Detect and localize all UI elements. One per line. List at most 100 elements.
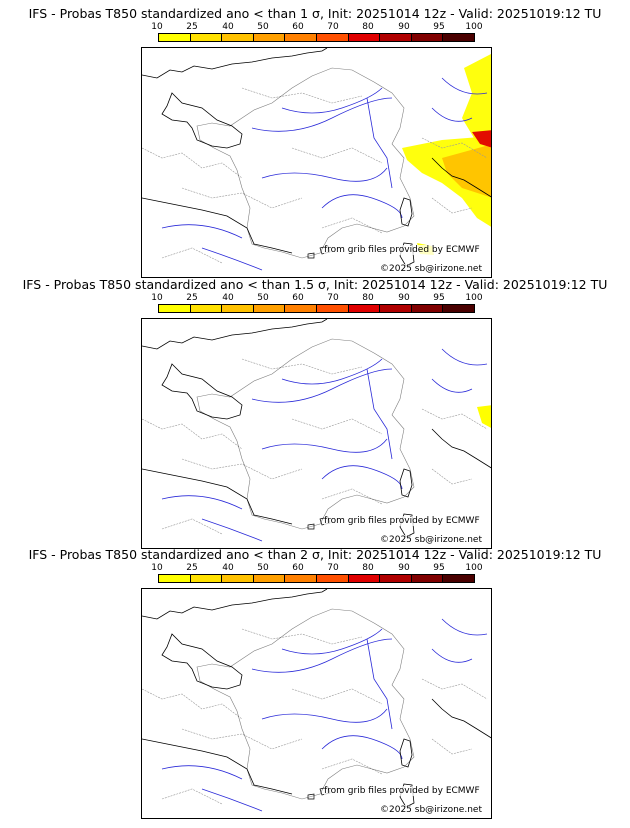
scale-tick: 60 (292, 293, 304, 303)
probability-area (462, 54, 491, 148)
island-outline (307, 793, 315, 800)
probability-area (442, 144, 491, 198)
coastline (142, 48, 328, 79)
scale-swatch (190, 34, 223, 41)
river (321, 735, 403, 760)
copyright-credit: ©2025 sb@irizone.net (380, 535, 482, 545)
coastline (431, 157, 491, 198)
scale-swatch (253, 305, 286, 312)
river (281, 358, 383, 385)
scale-tick: 70 (327, 293, 339, 303)
coastline (142, 738, 293, 795)
scale-swatch (380, 34, 412, 41)
source-credit: from grib files provided by ECMWF (324, 516, 480, 526)
admin-border (421, 678, 488, 700)
island-outline (307, 252, 315, 259)
scale-swatch (380, 305, 412, 312)
coastline (142, 468, 293, 525)
river (321, 465, 403, 490)
river (366, 638, 393, 730)
map-canvas (142, 319, 491, 542)
scale-tick: 95 (433, 22, 445, 32)
coastline (142, 589, 328, 620)
scale-tick: 100 (465, 293, 483, 303)
color-scale-labels: 10 25 40 50 60 70 80 90 95 100 (140, 563, 492, 573)
panel-title: IFS - Probas T850 standardized ano < tha… (28, 547, 602, 562)
scale-swatch (411, 575, 444, 582)
admin-border (181, 187, 303, 209)
source-credit: from grib files provided by ECMWF (324, 245, 480, 255)
scale-swatch (411, 34, 444, 41)
country-border (196, 67, 415, 259)
scale-swatch (190, 305, 223, 312)
scale-tick: 40 (222, 563, 234, 573)
scale-tick: 60 (292, 22, 304, 32)
scale-tick: 40 (222, 22, 234, 32)
admin-border (431, 468, 473, 485)
scale-tick: 70 (327, 22, 339, 32)
scale-swatch (348, 305, 381, 312)
scale-tick: 10 (151, 22, 163, 32)
admin-border (431, 197, 473, 214)
admin-border (161, 247, 223, 264)
admin-border (421, 137, 488, 159)
river (251, 638, 393, 673)
admin-border (321, 488, 383, 505)
country-border (196, 608, 415, 800)
scale-tick: 90 (398, 22, 410, 32)
coastline (431, 698, 491, 739)
scale-swatch (190, 575, 223, 582)
island-outline (307, 523, 315, 530)
coastline (142, 319, 328, 350)
scale-tick: 100 (465, 22, 483, 32)
scale-swatch (443, 575, 474, 582)
scale-swatch (253, 34, 286, 41)
scale-swatch (222, 305, 254, 312)
river (201, 247, 263, 271)
coastline (161, 633, 243, 690)
map-frame: from grib files provided by ECMWF ©2025 … (141, 588, 492, 819)
admin-border (421, 408, 488, 430)
river (281, 87, 383, 114)
scale-tick: 50 (257, 293, 269, 303)
copyright-credit: ©2025 sb@irizone.net (380, 264, 482, 274)
scale-swatch (285, 34, 317, 41)
scale-swatch (443, 305, 474, 312)
scale-swatch (316, 305, 349, 312)
panel-title: IFS - Probas T850 standardized ano < tha… (28, 6, 602, 21)
river (441, 77, 488, 95)
map-canvas (142, 48, 491, 271)
scale-swatch (159, 34, 191, 41)
map-canvas (142, 589, 491, 812)
admin-border (181, 458, 303, 480)
scale-swatch (316, 34, 349, 41)
scale-tick: 50 (257, 563, 269, 573)
river (441, 618, 488, 636)
copyright-credit: ©2025 sb@irizone.net (380, 805, 482, 815)
map-frame: from grib files provided by ECMWF ©2025 … (141, 318, 492, 549)
river (261, 167, 388, 182)
river (431, 648, 473, 663)
admin-border (291, 418, 383, 435)
color-scale-bar (158, 574, 475, 583)
scale-tick: 80 (362, 22, 374, 32)
river (251, 97, 393, 132)
map-panel-2: IFS - Probas T850 standardized ano < tha… (0, 277, 630, 549)
river (366, 97, 393, 189)
scale-tick: 80 (362, 563, 374, 573)
coastline (161, 92, 243, 149)
scale-tick: 25 (186, 563, 198, 573)
scale-tick: 10 (151, 563, 163, 573)
admin-border (291, 147, 383, 164)
river (161, 224, 243, 239)
scale-swatch (348, 34, 381, 41)
admin-border (241, 87, 363, 104)
probability-area (472, 130, 491, 148)
admin-border (321, 758, 383, 775)
river (261, 708, 388, 723)
admin-border (241, 358, 363, 375)
scale-swatch (159, 575, 191, 582)
river (161, 765, 243, 780)
country-border (196, 338, 415, 530)
admin-border (431, 738, 473, 755)
